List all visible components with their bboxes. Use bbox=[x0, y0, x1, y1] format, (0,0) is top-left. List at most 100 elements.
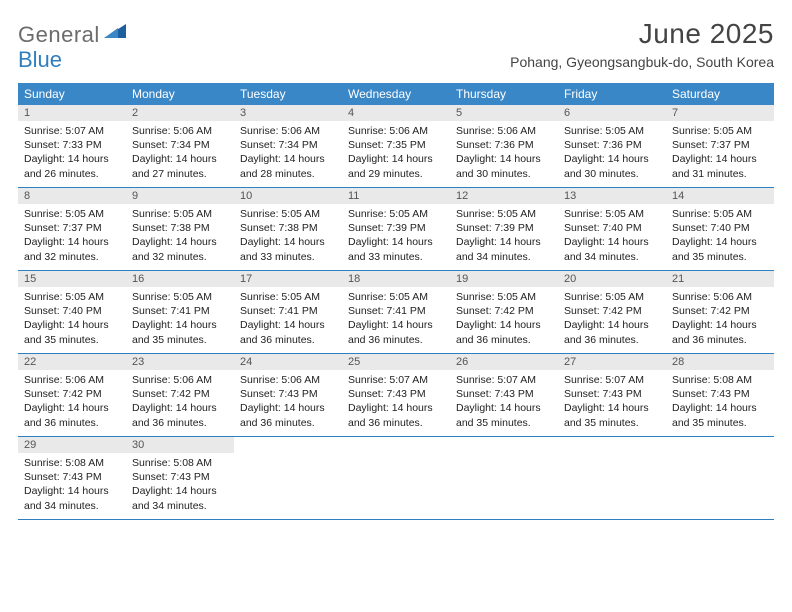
calendar-day-cell: 2Sunrise: 5:06 AMSunset: 7:34 PMDaylight… bbox=[126, 105, 234, 187]
sunrise-text: Sunrise: 5:05 AM bbox=[348, 290, 444, 304]
day-number: 14 bbox=[666, 188, 774, 204]
sunrise-text: Sunrise: 5:05 AM bbox=[348, 207, 444, 221]
day-number: 21 bbox=[666, 271, 774, 287]
sunset-text: Sunset: 7:43 PM bbox=[672, 387, 768, 401]
day-number: 23 bbox=[126, 354, 234, 370]
daylight-text: Daylight: 14 hours and 32 minutes. bbox=[132, 235, 228, 263]
calendar-day-cell: 14Sunrise: 5:05 AMSunset: 7:40 PMDayligh… bbox=[666, 188, 774, 270]
day-number: 26 bbox=[450, 354, 558, 370]
day-number: 20 bbox=[558, 271, 666, 287]
sunrise-text: Sunrise: 5:08 AM bbox=[24, 456, 120, 470]
day-number: 11 bbox=[342, 188, 450, 204]
sunset-text: Sunset: 7:38 PM bbox=[240, 221, 336, 235]
logo-word1: General bbox=[18, 22, 100, 47]
calendar-day-cell: 26Sunrise: 5:07 AMSunset: 7:43 PMDayligh… bbox=[450, 354, 558, 436]
sunrise-text: Sunrise: 5:05 AM bbox=[456, 290, 552, 304]
logo-word2: Blue bbox=[18, 47, 62, 72]
sunrise-text: Sunrise: 5:05 AM bbox=[564, 207, 660, 221]
sunrise-text: Sunrise: 5:05 AM bbox=[240, 290, 336, 304]
sunset-text: Sunset: 7:43 PM bbox=[24, 470, 120, 484]
calendar-day-cell: 27Sunrise: 5:07 AMSunset: 7:43 PMDayligh… bbox=[558, 354, 666, 436]
sunrise-text: Sunrise: 5:05 AM bbox=[132, 290, 228, 304]
calendar-day-cell: 8Sunrise: 5:05 AMSunset: 7:37 PMDaylight… bbox=[18, 188, 126, 270]
daylight-text: Daylight: 14 hours and 35 minutes. bbox=[564, 401, 660, 429]
calendar-day-cell: 25 Sunrise: 5:07 AMSunset: 7:43 PMDayligh… bbox=[342, 354, 450, 436]
calendar-week: 8Sunrise: 5:05 AMSunset: 7:37 PMDaylight… bbox=[18, 188, 774, 271]
day-number: 29 bbox=[18, 437, 126, 453]
sunset-text: Sunset: 7:35 PM bbox=[348, 138, 444, 152]
day-number: 28 bbox=[666, 354, 774, 370]
sunrise-text: Sunrise: 5:06 AM bbox=[24, 373, 120, 387]
logo-triangle-icon bbox=[104, 24, 126, 43]
day-number: 4 bbox=[342, 105, 450, 121]
sunrise-text: Sunrise: 5:05 AM bbox=[24, 290, 120, 304]
weekday-saturday: Saturday bbox=[666, 83, 774, 105]
sunset-text: Sunset: 7:34 PM bbox=[240, 138, 336, 152]
sunset-text: Sunset: 7:40 PM bbox=[564, 221, 660, 235]
daylight-text: Daylight: 14 hours and 28 minutes. bbox=[240, 152, 336, 180]
calendar-day-cell: 6Sunrise: 5:05 AMSunset: 7:36 PMDaylight… bbox=[558, 105, 666, 187]
day-number: 25 bbox=[342, 354, 450, 370]
sunrise-text: Sunrise: 5:06 AM bbox=[348, 124, 444, 138]
calendar-day-cell: 1Sunrise: 5:07 AMSunset: 7:33 PMDaylight… bbox=[18, 105, 126, 187]
daylight-text: Daylight: 14 hours and 36 minutes. bbox=[348, 401, 444, 429]
calendar-day-cell: 22Sunrise: 5:06 AMSunset: 7:42 PMDayligh… bbox=[18, 354, 126, 436]
sunset-text: Sunset: 7:43 PM bbox=[240, 387, 336, 401]
sunset-text: Sunset: 7:33 PM bbox=[24, 138, 120, 152]
daylight-text: Daylight: 14 hours and 29 minutes. bbox=[348, 152, 444, 180]
daylight-text: Daylight: 14 hours and 35 minutes. bbox=[24, 318, 120, 346]
calendar-day-cell: 20Sunrise: 5:05 AMSunset: 7:42 PMDayligh… bbox=[558, 271, 666, 353]
page-subtitle: Pohang, Gyeongsangbuk-do, South Korea bbox=[510, 54, 774, 70]
daylight-text: Daylight: 14 hours and 30 minutes. bbox=[564, 152, 660, 180]
calendar-day-cell: 24Sunrise: 5:06 AMSunset: 7:43 PMDayligh… bbox=[234, 354, 342, 436]
calendar-weekday-header: Sunday Monday Tuesday Wednesday Thursday… bbox=[18, 83, 774, 105]
sunset-text: Sunset: 7:42 PM bbox=[24, 387, 120, 401]
weekday-sunday: Sunday bbox=[18, 83, 126, 105]
calendar: Sunday Monday Tuesday Wednesday Thursday… bbox=[18, 83, 774, 520]
day-number: 17 bbox=[234, 271, 342, 287]
sunrise-text: Sunrise: 5:07 AM bbox=[348, 373, 444, 387]
calendar-day-cell: 15Sunrise: 5:05 AMSunset: 7:40 PMDayligh… bbox=[18, 271, 126, 353]
sunset-text: Sunset: 7:41 PM bbox=[132, 304, 228, 318]
daylight-text: Daylight: 14 hours and 34 minutes. bbox=[456, 235, 552, 263]
calendar-week: 15Sunrise: 5:05 AMSunset: 7:40 PMDayligh… bbox=[18, 271, 774, 354]
sunset-text: Sunset: 7:42 PM bbox=[456, 304, 552, 318]
day-number: 2 bbox=[126, 105, 234, 121]
sunrise-text: Sunrise: 5:08 AM bbox=[132, 456, 228, 470]
daylight-text: Daylight: 14 hours and 36 minutes. bbox=[564, 318, 660, 346]
day-number: 30 bbox=[126, 437, 234, 453]
calendar-week: 1Sunrise: 5:07 AMSunset: 7:33 PMDaylight… bbox=[18, 105, 774, 188]
day-number: 24 bbox=[234, 354, 342, 370]
daylight-text: Daylight: 14 hours and 34 minutes. bbox=[24, 484, 120, 512]
calendar-day-cell: . bbox=[450, 437, 558, 519]
day-number: 16 bbox=[126, 271, 234, 287]
calendar-day-cell: 9Sunrise: 5:05 AMSunset: 7:38 PMDaylight… bbox=[126, 188, 234, 270]
sunset-text: Sunset: 7:42 PM bbox=[672, 304, 768, 318]
calendar-day-cell: 28 Sunrise: 5:08 AMSunset: 7:43 PMDayligh… bbox=[666, 354, 774, 436]
daylight-text: Daylight: 14 hours and 32 minutes. bbox=[24, 235, 120, 263]
day-number: 8 bbox=[18, 188, 126, 204]
daylight-text: Daylight: 14 hours and 33 minutes. bbox=[348, 235, 444, 263]
sunset-text: Sunset: 7:42 PM bbox=[132, 387, 228, 401]
calendar-day-cell: 16Sunrise: 5:05 AMSunset: 7:41 PMDayligh… bbox=[126, 271, 234, 353]
sunrise-text: Sunrise: 5:07 AM bbox=[456, 373, 552, 387]
page-title: June 2025 bbox=[510, 18, 774, 50]
calendar-day-cell: . bbox=[234, 437, 342, 519]
sunset-text: Sunset: 7:39 PM bbox=[456, 221, 552, 235]
calendar-day-cell: 10Sunrise: 5:05 AMSunset: 7:38 PMDayligh… bbox=[234, 188, 342, 270]
weekday-wednesday: Wednesday bbox=[342, 83, 450, 105]
day-number: 3 bbox=[234, 105, 342, 121]
daylight-text: Daylight: 14 hours and 36 minutes. bbox=[348, 318, 444, 346]
day-number: 12 bbox=[450, 188, 558, 204]
sunrise-text: Sunrise: 5:06 AM bbox=[132, 124, 228, 138]
sunset-text: Sunset: 7:43 PM bbox=[348, 387, 444, 401]
calendar-day-cell: 5Sunrise: 5:06 AMSunset: 7:36 PMDaylight… bbox=[450, 105, 558, 187]
calendar-week: 22Sunrise: 5:06 AMSunset: 7:42 PMDayligh… bbox=[18, 354, 774, 437]
daylight-text: Daylight: 14 hours and 35 minutes. bbox=[672, 401, 768, 429]
sunrise-text: Sunrise: 5:08 AM bbox=[672, 373, 768, 387]
sunset-text: Sunset: 7:36 PM bbox=[456, 138, 552, 152]
sunset-text: Sunset: 7:36 PM bbox=[564, 138, 660, 152]
calendar-day-cell: 23Sunrise: 5:06 AMSunset: 7:42 PMDayligh… bbox=[126, 354, 234, 436]
calendar-body: 1Sunrise: 5:07 AMSunset: 7:33 PMDaylight… bbox=[18, 105, 774, 520]
sunrise-text: Sunrise: 5:05 AM bbox=[564, 290, 660, 304]
